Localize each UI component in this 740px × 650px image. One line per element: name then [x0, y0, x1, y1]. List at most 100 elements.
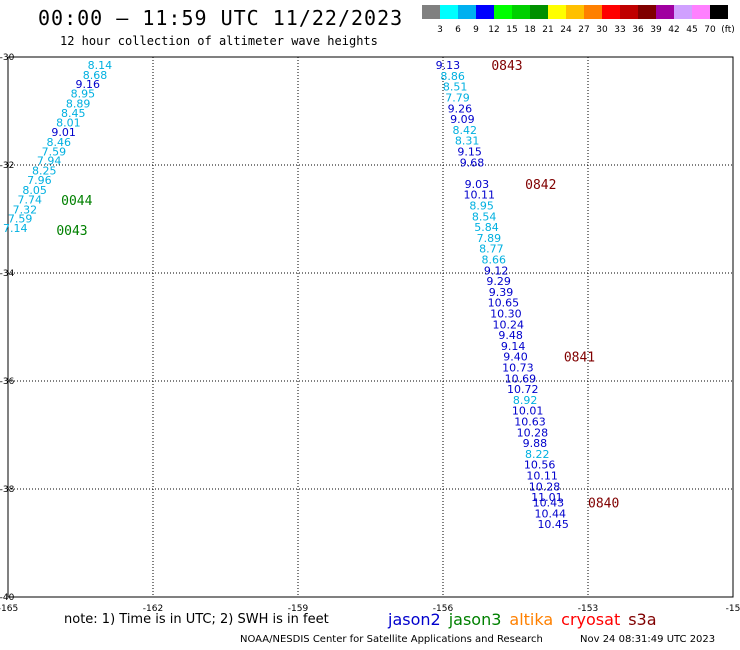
color-scale-bar: 3 6 9 12 15 18 21 24 27 30 33 36 39 42 45 70 (ft): [422, 5, 734, 35]
y-tick-label: -30: [0, 53, 15, 63]
color-swatch: [548, 5, 566, 19]
color-scale-label: 30: [596, 25, 608, 35]
wave-height-label: 8.86: [440, 70, 465, 83]
legend-jason2: jason2: [388, 610, 441, 629]
wave-height-label: 7.96: [27, 174, 52, 187]
wave-height-label: 10.01: [512, 405, 544, 418]
color-swatch: [710, 5, 728, 19]
wave-height-label: 10.11: [464, 189, 496, 202]
color-scale-label: 12: [488, 25, 499, 35]
color-scale-label: 27: [578, 25, 589, 35]
wave-height-label: 10.44: [535, 507, 567, 520]
x-tick-label: -156: [433, 604, 454, 614]
wave-height-label: 9.48: [498, 329, 523, 342]
wave-height-label: 7.32: [13, 203, 38, 216]
wave-height-label: 8.66: [482, 254, 507, 267]
wave-height-label: 8.31: [455, 135, 480, 148]
color-swatch: [584, 5, 602, 19]
wave-height-label: 8.45: [61, 107, 86, 120]
color-scale-label: 45: [686, 25, 697, 35]
wave-height-label: 7.79: [445, 92, 470, 105]
wave-height-label: 10.72: [507, 383, 539, 396]
wave-height-label: 11.01: [531, 491, 563, 504]
color-swatch: [530, 5, 548, 19]
wave-height-label: 7.59: [42, 146, 67, 159]
wave-height-label: 8.01: [56, 116, 81, 129]
color-swatch: [422, 5, 440, 19]
wave-height-label: 9.15: [457, 146, 482, 159]
wave-height-label: 8.25: [32, 164, 57, 177]
satellite-legend: jason2 jason3 altika cryosat s3a: [388, 610, 665, 629]
wave-height-label: 8.54: [472, 210, 497, 223]
wave-height-label: 9.88: [523, 437, 548, 450]
y-tick-label: -34: [0, 269, 15, 279]
wave-height-label: 10.28: [517, 426, 549, 439]
color-scale-label: (ft): [721, 25, 734, 35]
wave-height-label: 7.14: [3, 222, 28, 235]
color-scale-label: 42: [668, 25, 679, 35]
wave-height-label: 9.29: [486, 275, 511, 288]
wave-height-label: 9.40: [503, 351, 528, 364]
wave-height-label: 8.51: [443, 81, 468, 94]
color-scale-label: 15: [506, 25, 517, 35]
wave-height-label: 9.26: [448, 102, 473, 115]
color-swatch: [620, 5, 638, 19]
color-swatch: [674, 5, 692, 19]
wave-height-label: 7.89: [477, 232, 502, 245]
x-tick-label: -153: [578, 604, 598, 614]
legend-jason3: jason3: [448, 610, 502, 629]
wave-height-label: 10.30: [490, 308, 522, 321]
color-scale-label: 39: [650, 25, 662, 35]
chart-subtitle: 12 hour collection of altimeter wave hei…: [60, 34, 378, 48]
color-swatch: [512, 5, 530, 19]
color-swatch: [602, 5, 620, 19]
color-swatch: [692, 5, 710, 19]
plot-frame: [7, 56, 734, 598]
color-scale-label: 6: [455, 25, 461, 35]
color-swatch: [638, 5, 656, 19]
x-tick-label: -159: [288, 604, 309, 614]
wave-height-label: 9.68: [460, 156, 485, 169]
color-scale-label: 36: [632, 25, 644, 35]
y-tick-label: -32: [0, 161, 14, 171]
wave-height-label: 8.95: [469, 200, 494, 213]
wave-height-label: 8.95: [71, 88, 96, 101]
wave-height-label: 9.03: [465, 178, 490, 191]
pass-time-label: 0842: [525, 178, 556, 193]
color-swatch: [656, 5, 674, 19]
color-scale-label: 24: [560, 25, 572, 35]
pass-time-label: 0044: [61, 194, 92, 209]
x-tick-label: -15: [726, 604, 740, 614]
wave-height-label: 8.14: [88, 59, 113, 72]
color-scale-label: 33: [614, 25, 625, 35]
y-tick-label: -38: [0, 485, 15, 495]
color-scale-label: 3: [437, 25, 443, 35]
color-scale-label: 70: [704, 25, 716, 35]
wave-height-label: 8.92: [513, 394, 538, 407]
wave-height-label: 8.42: [453, 124, 478, 137]
wave-height-label: 10.45: [537, 518, 569, 531]
wave-height-label: 8.77: [479, 243, 504, 256]
wave-height-label: 9.39: [489, 286, 514, 299]
wave-height-label: 9.01: [51, 126, 76, 139]
generated-timestamp: Nov 24 08:31:49 UTC 2023: [580, 634, 716, 645]
wave-height-label: 9.12: [484, 264, 509, 277]
x-tick-label: -162: [143, 604, 163, 614]
wave-height-label: 10.65: [488, 297, 520, 310]
pass-time-label: 0841: [564, 351, 595, 366]
wave-height-label: 7.74: [18, 194, 43, 207]
color-swatch: [440, 5, 458, 19]
wave-height-label: 8.89: [66, 97, 91, 110]
wave-height-label: 10.11: [526, 470, 558, 483]
wave-height-label: 7.59: [8, 212, 33, 225]
wave-height-label: 9.13: [436, 59, 461, 72]
wave-height-label: 10.24: [493, 318, 525, 331]
color-swatch: [458, 5, 476, 19]
pass-time-label: 0840: [588, 497, 619, 512]
wave-height-label: 9.16: [76, 78, 101, 91]
color-swatch: [566, 5, 584, 19]
wave-height-label: 9.09: [450, 113, 475, 126]
credit-line: NOAA/NESDIS Center for Satellite Applica…: [240, 634, 543, 645]
wave-height-label: 10.73: [502, 362, 534, 375]
